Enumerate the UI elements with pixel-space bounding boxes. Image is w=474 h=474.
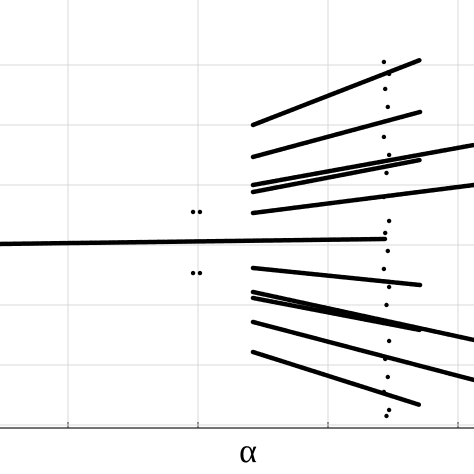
data-point xyxy=(384,413,389,419)
x-axis-label: α xyxy=(239,433,257,470)
data-point xyxy=(190,209,196,215)
data-point xyxy=(381,194,387,200)
data-point xyxy=(381,266,387,272)
data-point xyxy=(197,270,203,276)
data-line xyxy=(250,142,474,188)
data-point xyxy=(384,170,389,176)
data-point xyxy=(381,389,387,395)
data-line xyxy=(250,349,423,408)
data-point xyxy=(386,284,392,290)
data-line xyxy=(250,182,474,216)
data-line xyxy=(250,109,423,160)
data-point xyxy=(385,104,391,110)
data-point xyxy=(386,71,392,77)
data-point xyxy=(384,302,389,308)
data-line xyxy=(250,295,423,333)
data-point xyxy=(381,320,387,326)
data-line xyxy=(0,236,388,247)
data-line xyxy=(250,289,474,343)
data-point xyxy=(383,86,388,92)
data-point xyxy=(385,248,391,254)
data-point xyxy=(381,134,387,140)
data-point xyxy=(383,230,388,236)
data-line xyxy=(250,157,423,195)
data-point xyxy=(386,407,392,413)
data-point xyxy=(385,374,391,380)
data-line xyxy=(250,57,423,128)
data-point xyxy=(383,356,388,362)
data-point xyxy=(197,209,203,215)
data-line xyxy=(250,265,423,288)
data-point xyxy=(386,338,392,344)
data-line xyxy=(250,319,474,383)
data-point xyxy=(190,270,196,276)
data-point xyxy=(386,218,392,224)
data-point xyxy=(386,152,392,158)
data-point xyxy=(381,59,387,65)
